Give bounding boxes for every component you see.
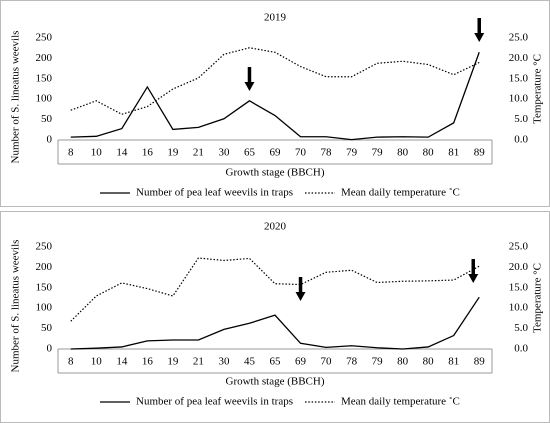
legend-label: Mean daily temperature ˚C [341,396,460,408]
legend-label: Number of pea leaf weevils in traps [136,396,293,408]
y2-tick-label: 20.0 [509,52,529,64]
y-tick-label: 150 [36,72,53,84]
x-axis-title: Growth stage (BBCH) [226,376,325,388]
y2-tick-label: 25.0 [509,241,529,253]
y2-tick-label: 15.0 [509,72,529,84]
x-axis-title: Growth stage (BBCH) [226,167,325,179]
data-line [70,257,480,322]
data-line [70,47,480,115]
panel-border [0,211,550,423]
x-tick-label: 80 [423,356,435,368]
x-tick-label: 89 [474,147,486,159]
y-axis-title: Number of S. lineatus weevils [10,240,22,373]
x-tick-label: 16 [142,356,154,368]
y2-tick-label: 20.0 [509,261,529,273]
x-tick-label: 8 [68,356,74,368]
x-tick-label: 69 [295,356,307,368]
y2-axis-title: Temperature °C [532,54,544,124]
arrow-head [244,82,255,91]
x-tick-label: 10 [91,147,103,159]
x-tick-label: 30 [218,356,230,368]
chart-title: 2020 [264,221,287,233]
x-tick-label: 70 [321,356,333,368]
legend-label: Mean daily temperature ˚C [341,187,460,199]
y2-tick-label: 0.0 [514,343,528,355]
y-tick-label: 200 [36,261,53,273]
y2-axis-title: Temperature °C [532,263,544,333]
legend-label: Number of pea leaf weevils in traps [136,187,293,199]
data-line [70,296,480,350]
x-tick-label: 14 [116,147,128,159]
y-tick-label: 0 [47,134,53,146]
y2-tick-label: 25.0 [509,32,529,44]
x-tick-label: 21 [193,356,204,368]
x-tick-label: 14 [116,356,128,368]
y-tick-label: 200 [36,52,53,64]
data-line [70,52,480,141]
x-tick-label: 78 [346,356,358,368]
arrow-head [474,33,485,42]
arrow-head [468,274,479,283]
x-tick-label: 69 [270,147,282,159]
x-tick-label: 81 [448,147,459,159]
x-tick-label: 89 [474,356,486,368]
y2-tick-label: 5.0 [514,322,528,334]
x-tick-label: 80 [423,147,435,159]
y-axis-title: Number of S. lineatus weevils [10,31,22,164]
y-tick-label: 150 [36,281,53,293]
x-tick-label: 16 [142,147,154,159]
y2-tick-label: 10.0 [509,302,529,314]
y-tick-label: 0 [47,343,53,355]
x-tick-label: 65 [244,147,256,159]
y2-tick-label: 0.0 [514,134,528,146]
y-tick-label: 100 [36,302,53,314]
y-tick-label: 100 [36,93,53,105]
x-tick-label: 78 [321,147,333,159]
x-tick-label: 19 [167,356,179,368]
x-tick-label: 79 [372,147,384,159]
y-tick-label: 50 [41,322,53,334]
x-tick-label: 19 [167,147,179,159]
y-tick-label: 50 [41,113,53,125]
x-tick-label: 45 [244,356,256,368]
y2-tick-label: 5.0 [514,113,528,125]
y2-tick-label: 15.0 [509,281,529,293]
x-tick-label: 80 [397,356,409,368]
x-tick-label: 80 [397,147,409,159]
x-tick-label: 30 [218,147,230,159]
x-tick-label: 8 [68,147,74,159]
y-tick-label: 250 [36,241,53,253]
x-tick-label: 10 [91,356,103,368]
x-tick-label: 70 [295,147,307,159]
x-tick-label: 79 [372,356,384,368]
arrow-head [295,292,306,301]
x-tick-label: 65 [270,356,282,368]
x-tick-label: 21 [193,147,204,159]
y-tick-label: 250 [36,32,53,44]
y2-tick-label: 10.0 [509,93,529,105]
x-tick-label: 81 [448,356,459,368]
x-tick-label: 79 [346,147,358,159]
chart-title: 2019 [264,12,287,24]
